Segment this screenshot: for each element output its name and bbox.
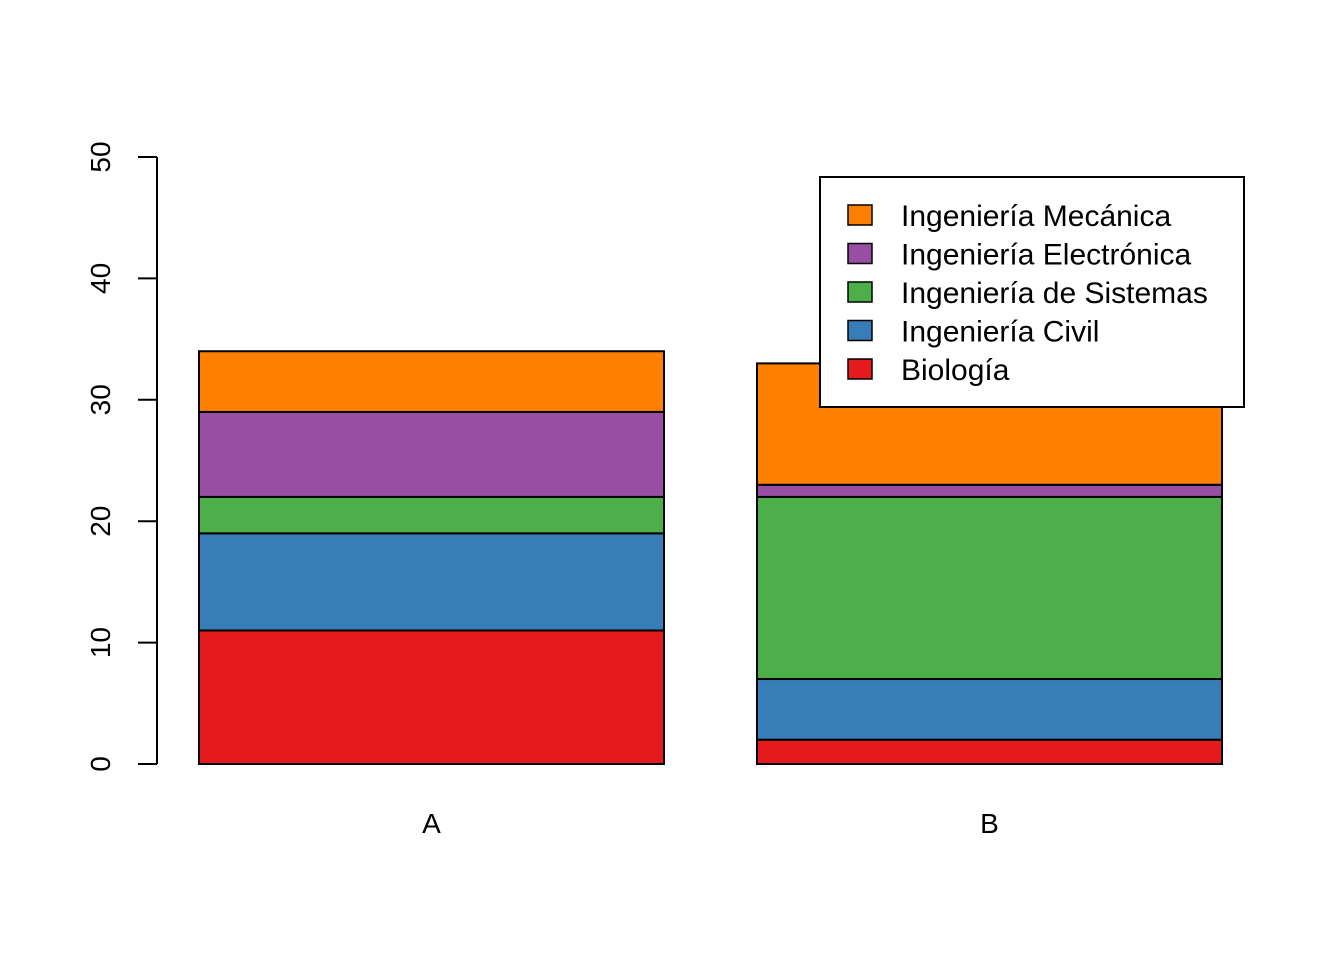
bar-segment-B-0 xyxy=(756,738,1223,765)
legend-swatch-3 xyxy=(847,242,873,265)
legend-swatch-2 xyxy=(847,281,873,303)
bar-segment-B-2 xyxy=(756,495,1223,681)
legend-swatch-4 xyxy=(847,204,873,226)
legend-box xyxy=(819,176,1245,408)
bar-segment-A-4 xyxy=(198,350,665,413)
y-tick-label-30: 30 xyxy=(85,384,116,415)
bar-segment-A-2 xyxy=(198,495,665,535)
y-tick-label-0: 0 xyxy=(85,756,116,772)
legend-swatch-1 xyxy=(847,319,873,342)
legend-label-1: Ingeniería Civil xyxy=(901,316,1099,349)
y-tick-label-20: 20 xyxy=(85,506,116,537)
y-tick-label-40: 40 xyxy=(85,263,116,294)
y-tick-label-50: 50 xyxy=(85,141,116,172)
y-tick-label-10: 10 xyxy=(85,627,116,658)
x-category-label-B: B xyxy=(980,808,999,839)
bar-segment-A-3 xyxy=(198,410,665,498)
legend-label-0: Biología xyxy=(901,354,1010,387)
bar-segment-A-0 xyxy=(198,629,665,766)
legend-label-4: Ingeniería Mecánica xyxy=(901,200,1171,233)
bar-segment-B-1 xyxy=(756,678,1223,741)
y-axis: 0 10 20 30 40 50 xyxy=(85,141,158,772)
x-category-label-A: A xyxy=(422,808,441,839)
bar-segment-B-3 xyxy=(756,483,1223,498)
legend-label-2: Ingeniería de Sistemas xyxy=(901,277,1208,310)
bar-segment-A-1 xyxy=(198,532,665,632)
bars-layer xyxy=(198,350,1223,766)
legend-label-3: Ingeniería Electrónica xyxy=(901,239,1191,272)
legend-swatch-0 xyxy=(847,358,873,380)
legend: Ingeniería Mecánica Ingeniería Electrónic… xyxy=(819,176,1245,408)
